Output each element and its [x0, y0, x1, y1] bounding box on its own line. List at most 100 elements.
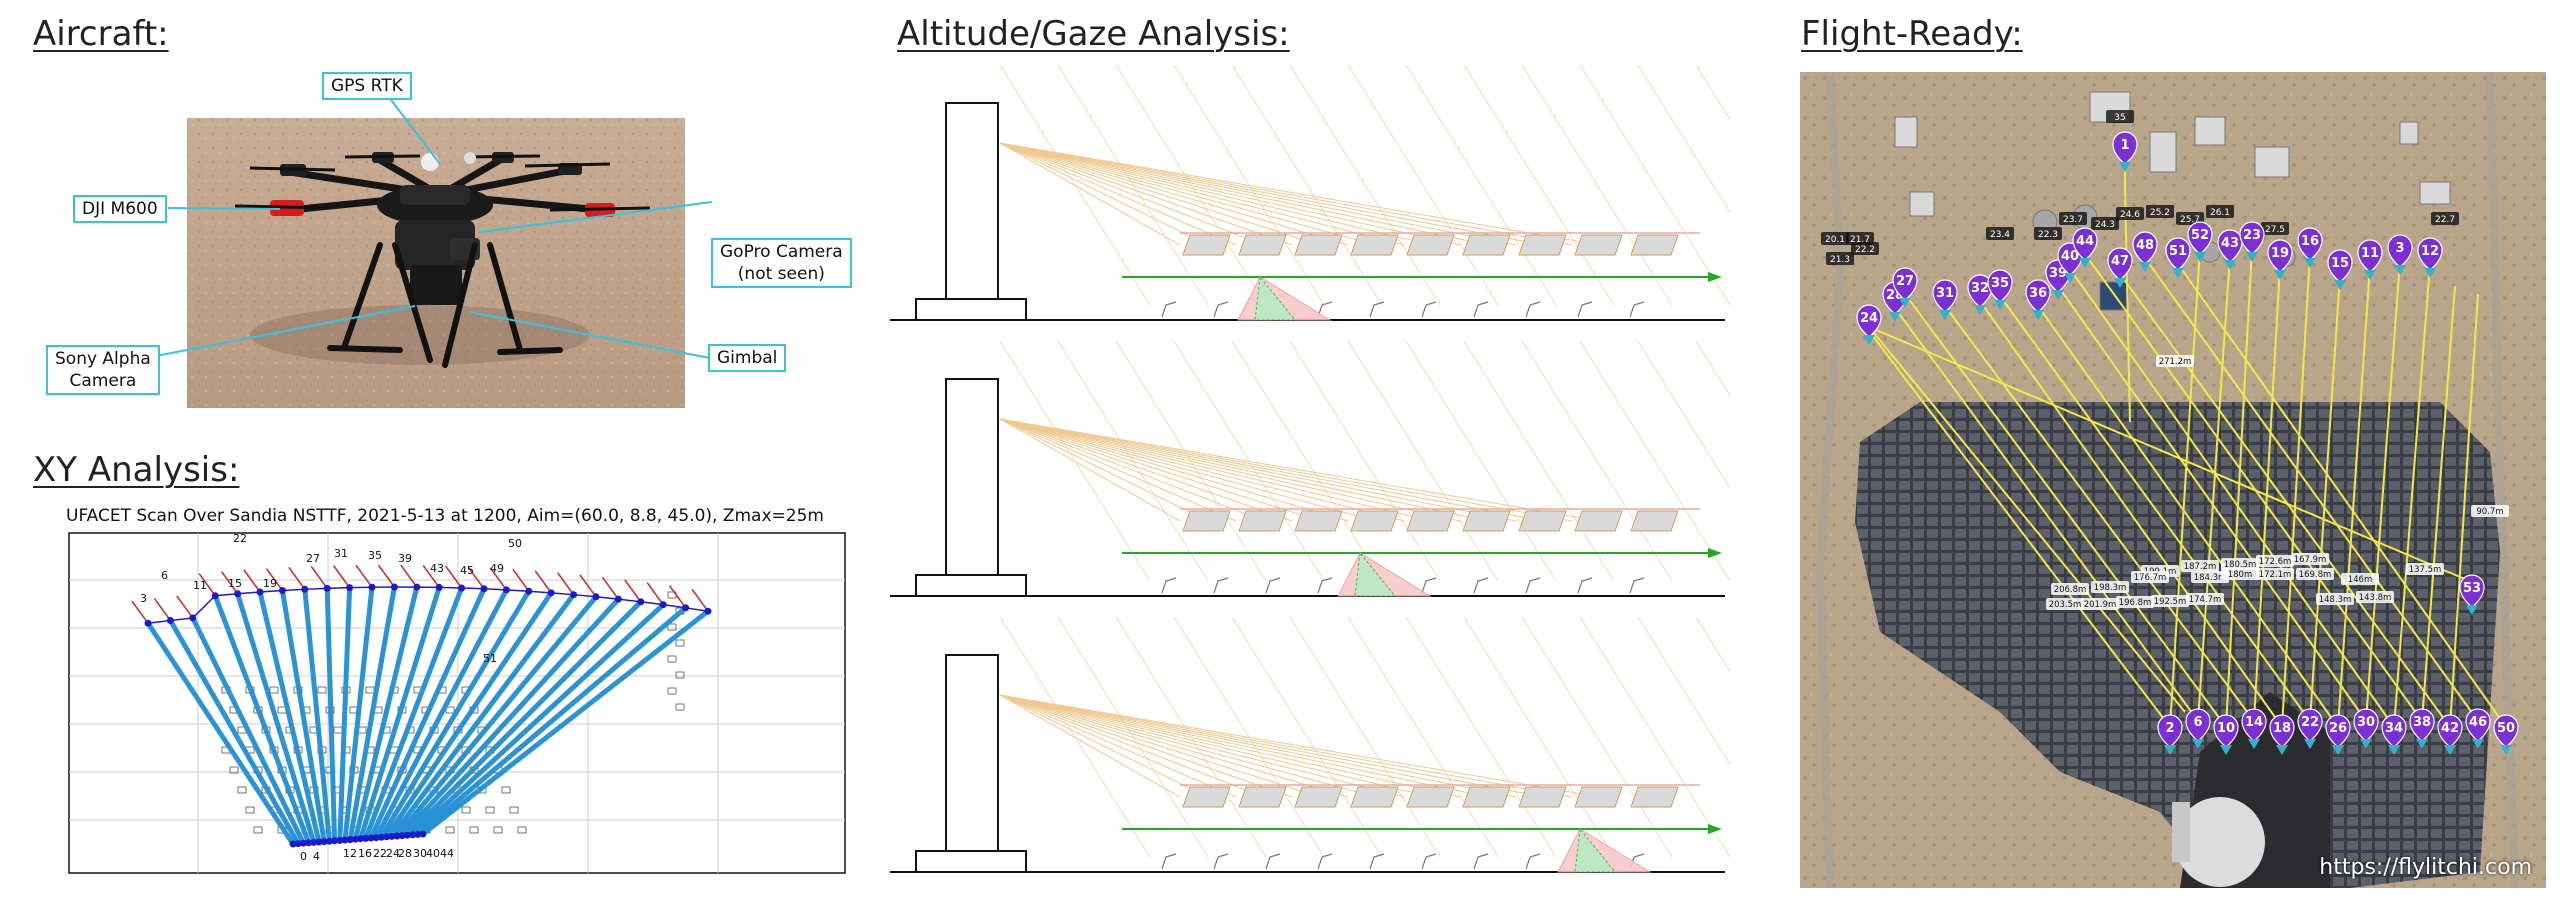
xy-red-vector: [355, 564, 373, 588]
xy-red-vector: [512, 568, 530, 592]
xy-ray: [145, 621, 296, 846]
xy-ray: [324, 588, 338, 841]
heliostat-mirror: [1574, 234, 1623, 256]
xy-waypoint-label: 3: [140, 592, 147, 605]
distance-tag: 174.7m: [2186, 593, 2224, 605]
waypoint-pin: [2381, 714, 2407, 748]
aircraft-section-title: Aircraft:: [33, 14, 169, 54]
waypoint-number: 16: [2301, 234, 2319, 249]
xy-waypoint: [547, 589, 555, 597]
heliostat-glyph: [1213, 301, 1229, 318]
xy-waypoint-label: 24: [386, 847, 400, 860]
altitude-tag-text: 23.7: [2063, 215, 2083, 225]
waypoint-heading: [2500, 745, 2512, 755]
xy-ray: [190, 616, 306, 845]
sony-alpha-label-line1: Sony Alpha: [55, 349, 151, 369]
heliostat-glyph: [1473, 301, 1489, 318]
heliostat-mirror: [1350, 234, 1399, 256]
gopro-camera-label-line1: GoPro Camera: [720, 242, 843, 262]
xy-red-vector: [444, 565, 463, 589]
reflected-ray: [999, 142, 1349, 246]
distance-tag: 169.8m: [2296, 568, 2334, 580]
waypoint-heading: [2332, 745, 2344, 755]
waypoint-marker: 18: [2269, 714, 2295, 755]
xy-waypoint: [435, 583, 443, 591]
waypoint-heading: [2114, 278, 2126, 288]
flight-line: [1904, 293, 2227, 728]
gopro-camera-callout: GoPro Camera (not seen): [711, 238, 852, 288]
waypoint-heading: [2192, 739, 2204, 749]
xy-flight-path: [144, 583, 712, 848]
altitude-tag-bg: [2116, 207, 2144, 220]
xy-heliostat: [501, 786, 511, 794]
heliostat-mirror: [1294, 234, 1343, 256]
xy-waypoint-label: 15: [228, 577, 242, 590]
waypoint-number: 2: [2165, 721, 2174, 736]
xy-red-vector: [467, 566, 485, 590]
waypoint-number: 34: [2385, 721, 2403, 736]
altitude-tag-bg: [2059, 212, 2087, 225]
xy-analysis-plot: 3 6 11 15 19 22 27 31 35 39 43 45 49 50 51 0 4 12 16 22 24 28…: [68, 532, 846, 874]
waypoint-heading: [2224, 260, 2236, 270]
heliostat-mirror: [1630, 786, 1679, 808]
waypoint-number: 40: [2061, 249, 2079, 264]
waypoint-number: 11: [2361, 246, 2379, 261]
waypoint-heading: [2360, 739, 2372, 749]
reflected-ray: [999, 418, 1405, 522]
flight-line: [2124, 186, 2131, 423]
heliostat-mirror: [1182, 234, 1231, 256]
xy-ray: [395, 595, 598, 838]
xy-red-vector: [691, 588, 709, 612]
waypoint-number: 52: [2191, 228, 2209, 243]
gaze-panel-3: [890, 616, 1847, 873]
waypoint-heading: [2194, 252, 2206, 262]
satellite-map: 22.3 23.7 24.3 24.6 25.2 25.7 26.1 27.5 22.7 21.7…: [1800, 72, 2546, 888]
xy-heliostat: [469, 826, 479, 834]
xy-waypoint: [659, 601, 667, 609]
waypoint-marker: 34: [2381, 714, 2407, 755]
waypoint-marker: 52: [2187, 221, 2213, 262]
xy-heliostat: [675, 703, 685, 711]
reflected-ray: [999, 142, 1321, 246]
waypoint-number: 10: [2217, 721, 2235, 736]
gimbal-callout: Gimbal: [708, 344, 787, 372]
xy-waypoint: [377, 833, 385, 841]
heliostat-mirror: [1574, 510, 1623, 532]
heliostat-glyph: [1369, 301, 1385, 318]
waypoint-heading: [1889, 312, 1901, 322]
xy-waypoint: [525, 587, 533, 595]
flight-line: [1868, 330, 2171, 728]
altitude-tag: 27.5: [2261, 222, 2289, 235]
heliostat-mirror: [1518, 234, 1567, 256]
gimbal-label: Gimbal: [717, 348, 778, 368]
waypoint-marker: 53: [2459, 574, 2485, 615]
waypoint-pin: [2213, 714, 2239, 748]
flight-line: [1868, 326, 2473, 583]
heliostat-glyph: [1421, 301, 1437, 318]
sun-ray: [1521, 340, 1673, 582]
xy-heliostat: [509, 806, 519, 814]
flight-line: [2169, 247, 2201, 728]
waypoint-number: 31: [1936, 286, 1954, 301]
xy-waypoint: [166, 616, 174, 624]
heliostat-glyph: [1369, 853, 1385, 870]
waypoint-heading: [1974, 305, 1986, 315]
flight-line: [1894, 307, 2199, 722]
xy-waypoint: [570, 591, 578, 599]
distance-tag: 196.8m: [2116, 596, 2154, 608]
flight-ready-map: 22.3 23.7 24.3 24.6 25.2 25.7 26.1 27.5 22.7 21.7…: [1800, 72, 2546, 888]
reflected-ray: [999, 694, 1489, 798]
waypoint-marker: 47: [2107, 247, 2133, 288]
flight-ready-section-title: Flight-Ready:: [1801, 14, 2023, 54]
waypoint-heading: [2304, 258, 2316, 268]
distance-tag: 176.7m: [2131, 571, 2169, 583]
xy-waypoint: [413, 583, 421, 591]
waypoint-pin: [2217, 229, 2243, 263]
xy-waypoint-label: 6: [161, 569, 168, 582]
xy-waypoint: [368, 583, 376, 591]
xy-waypoint: [289, 840, 297, 848]
heliostat-mirror: [1238, 786, 1287, 808]
distance-tag-bg: [2406, 563, 2444, 575]
